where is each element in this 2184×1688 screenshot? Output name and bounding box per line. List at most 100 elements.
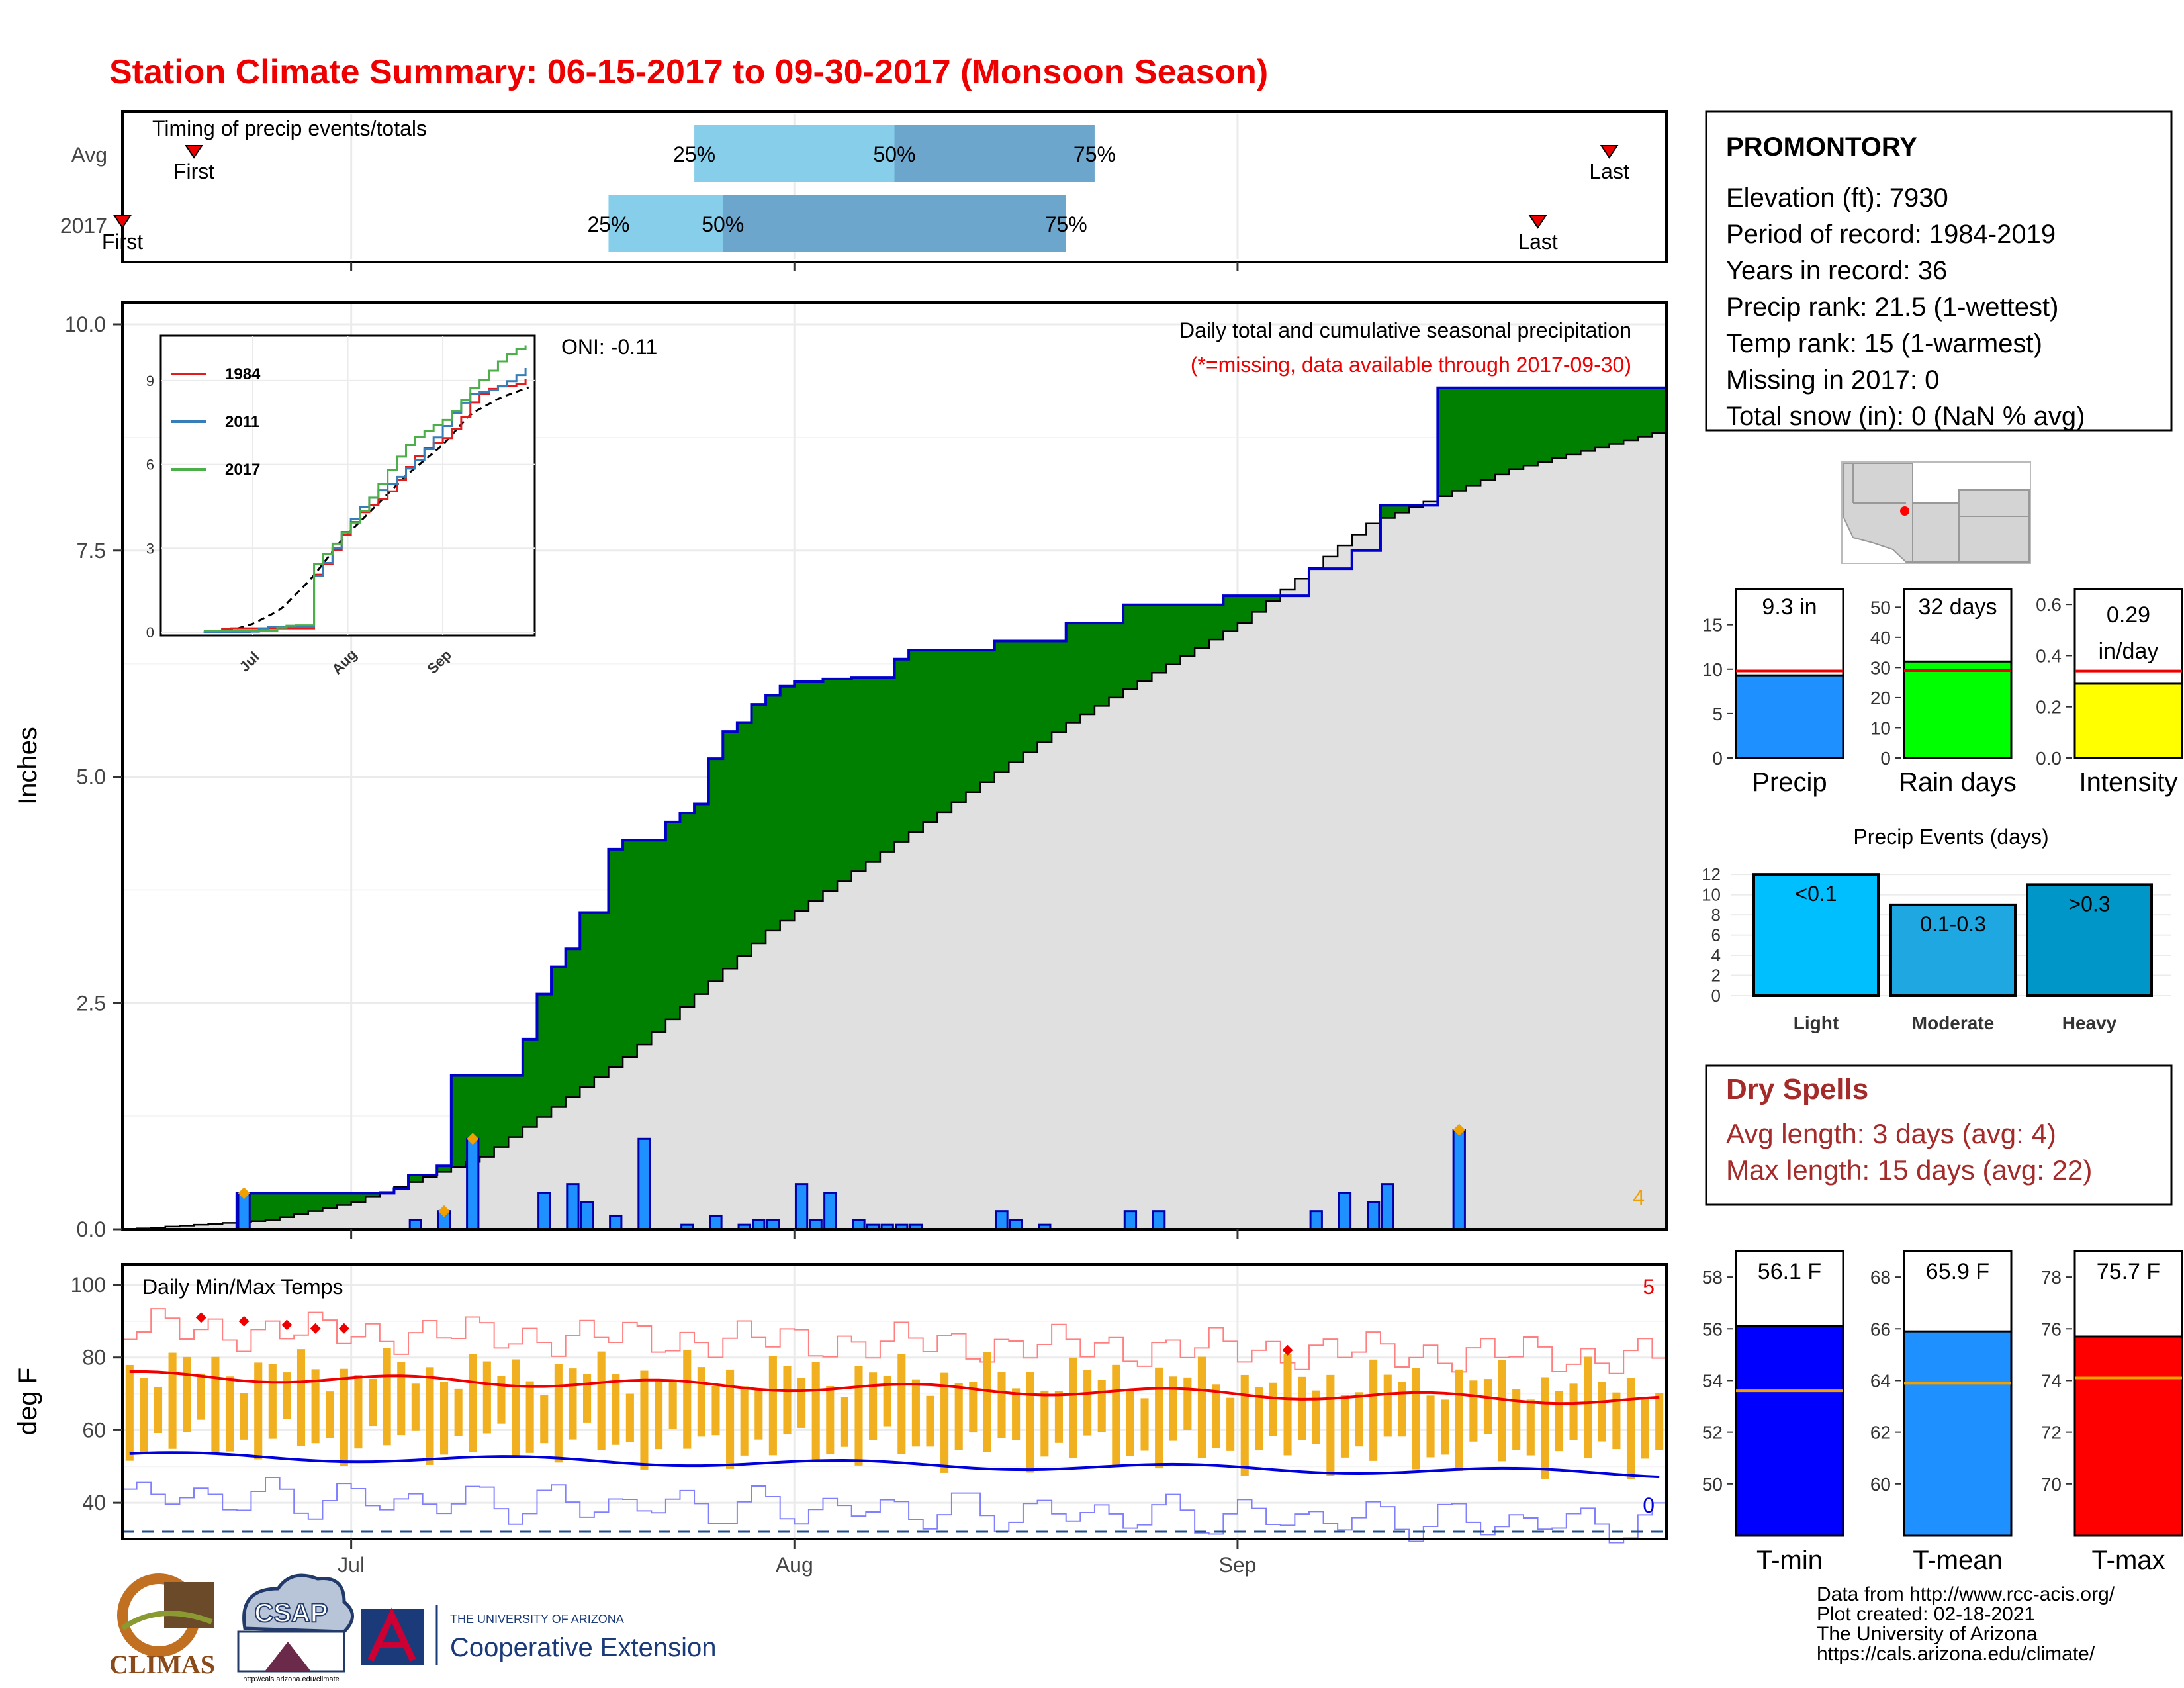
daily-temp-range-bar xyxy=(225,1376,234,1452)
inset-average-line xyxy=(203,386,529,633)
temp-summary-y-tick-label: 64 xyxy=(1870,1370,1891,1391)
summary-y-tick-label: 40 xyxy=(1870,628,1891,648)
precip-y-tick-label: 7.5 xyxy=(77,539,106,563)
summary-bar xyxy=(1903,660,2013,759)
daily-temp-range-bar xyxy=(1126,1391,1134,1456)
summary-value-label: 0.29 xyxy=(2107,602,2150,628)
daily-temp-range-bar xyxy=(1240,1374,1249,1476)
events-category-label: Heavy xyxy=(2062,1013,2117,1033)
timing-panel-label: Timing of precip events/totals xyxy=(152,117,427,140)
daily-temp-range-bar xyxy=(1140,1398,1149,1451)
daily-temp-range-bar xyxy=(1298,1376,1306,1440)
summary-y-tick-label: 50 xyxy=(1870,597,1891,618)
daily-precip-bar xyxy=(1123,1210,1138,1231)
precip-panel-subtitle: (*=missing, data available through 2017-… xyxy=(1191,353,1631,377)
record-high-marker xyxy=(281,1319,293,1331)
daily-temp-range-bar xyxy=(997,1372,1006,1438)
summary-y-tick-label: 0.4 xyxy=(2036,645,2062,666)
temp-summary-y-tick-label: 72 xyxy=(2041,1423,2062,1443)
temp-panel: Daily Min/Max Temps 5 0 deg F 406080100 … xyxy=(13,262,1668,1577)
events-y-tick-label: 6 xyxy=(1711,925,1721,945)
events-y-tick-label: 8 xyxy=(1711,905,1721,925)
daily-temp-range-bar xyxy=(554,1364,563,1463)
precip-y-tick-label: 0.0 xyxy=(77,1217,106,1241)
inset-series-2011 xyxy=(203,367,527,633)
climas-logo-text: CLIMAS xyxy=(109,1650,215,1679)
daily-temp-range-bar xyxy=(383,1348,391,1446)
timing-label-last: Last xyxy=(1518,230,1558,254)
inset-y-tick-label: 9 xyxy=(146,373,154,389)
temp-summary-value-label: 56.1 F xyxy=(1758,1259,1821,1284)
daily-precip-bar xyxy=(580,1201,594,1231)
station-line-years: Years in record: 36 xyxy=(1726,256,1947,285)
average-max-temp-line xyxy=(129,1370,1660,1405)
daily-precip-marker xyxy=(1453,1123,1465,1136)
inset-series-1984 xyxy=(203,379,527,633)
daily-temp-range-bar xyxy=(268,1364,277,1439)
daily-temp-range-bar xyxy=(569,1368,577,1440)
timing-marker-last xyxy=(1600,145,1619,159)
csap-logo: CSAP http://cals.arizona.edu/climate xyxy=(237,1573,354,1683)
daily-temp-range-bar xyxy=(655,1379,663,1450)
daily-temp-range-bar xyxy=(1569,1383,1578,1440)
record-high-marker xyxy=(195,1312,206,1323)
temp-summary-value-label: 75.7 F xyxy=(2097,1259,2160,1284)
summary-value-label: 9.3 in xyxy=(1762,594,1817,620)
summary-y-tick-label: 0 xyxy=(1880,748,1891,769)
daily-temp-range-bar xyxy=(1398,1382,1406,1437)
daily-temp-range-bar xyxy=(1383,1374,1392,1437)
record-high-marker xyxy=(310,1323,321,1334)
summary-category-label: Precip xyxy=(1752,768,1827,797)
temp-summary-y-tick-label: 74 xyxy=(2041,1370,2062,1391)
timing-pct-label: 25% xyxy=(673,142,715,166)
daily-temp-range-bar xyxy=(1526,1399,1535,1456)
daily-temp-range-bar xyxy=(911,1379,920,1447)
precip-panel: Daily total and cumulative seasonal prec… xyxy=(13,301,1668,1241)
map-borders xyxy=(1852,463,2029,562)
dry-spells-title: Dry Spells xyxy=(1726,1073,1868,1105)
ua-logo-a xyxy=(367,1607,416,1662)
daily-precip-bar xyxy=(566,1183,580,1231)
daily-temp-range-bar xyxy=(1112,1364,1120,1466)
station-name: PROMONTORY xyxy=(1726,132,1917,162)
temp-y-tick-label: 80 xyxy=(82,1346,106,1370)
average-cumulative-area xyxy=(122,433,1666,1229)
daily-precip-bar xyxy=(766,1219,780,1231)
daily-temp-range-bar xyxy=(296,1349,306,1446)
daily-precip-bar xyxy=(809,1219,823,1231)
dry-spells-frame xyxy=(1705,1064,2173,1206)
events-y-tick-label: 4 xyxy=(1711,945,1721,965)
precip-y-tick-label: 10.0 xyxy=(65,312,106,336)
summary-category-label: Rain days xyxy=(1899,768,2017,797)
ua-logo-top-text: THE UNIVERSITY OF ARIZONA xyxy=(450,1613,624,1626)
inset-y-tick-label: 3 xyxy=(146,540,154,557)
temp-summary-y-tick-label: 78 xyxy=(2041,1267,2062,1288)
daily-temp-range-bar xyxy=(811,1362,820,1462)
record-low-line xyxy=(122,1477,1666,1544)
daily-temp-range-bar xyxy=(683,1349,692,1449)
daily-temp-range-bar xyxy=(168,1352,177,1449)
inset-legend-label: 2011 xyxy=(225,413,259,431)
daily-precip-bar xyxy=(995,1210,1009,1231)
csap-logo-url: http://cals.arizona.edu/climate xyxy=(243,1675,340,1683)
daily-temp-range-bar xyxy=(697,1367,705,1437)
summary-y-tick-label: 0.2 xyxy=(2036,697,2062,718)
daily-temp-range-bar xyxy=(1541,1377,1549,1479)
timing-pct-label: 75% xyxy=(1045,212,1087,236)
daily-temp-range-bar xyxy=(640,1370,649,1470)
events-panel-title: Precip Events (days) xyxy=(1853,825,2048,849)
daily-temp-range-bar xyxy=(826,1385,835,1455)
record-high-marker xyxy=(238,1315,250,1327)
precip-y-axis-label: Inches xyxy=(13,727,42,805)
station-line-temp-rank: Temp rank: 15 (1-warmest) xyxy=(1726,329,2042,358)
locator-map xyxy=(1841,461,2031,564)
daily-temp-range-bar xyxy=(1469,1380,1478,1442)
daily-temp-range-bar xyxy=(1097,1380,1106,1432)
temp-y-tick-label: 60 xyxy=(82,1418,106,1442)
summary-y-tick-label: 0.0 xyxy=(2036,748,2062,769)
daily-temp-range-bar xyxy=(1598,1382,1606,1442)
temp-summary-y-tick-label: 62 xyxy=(1870,1423,1891,1443)
daily-temp-range-bar xyxy=(211,1356,220,1454)
timing-pct-label: 25% xyxy=(587,212,629,236)
temp-summary-y-tick-label: 56 xyxy=(1702,1319,1723,1339)
